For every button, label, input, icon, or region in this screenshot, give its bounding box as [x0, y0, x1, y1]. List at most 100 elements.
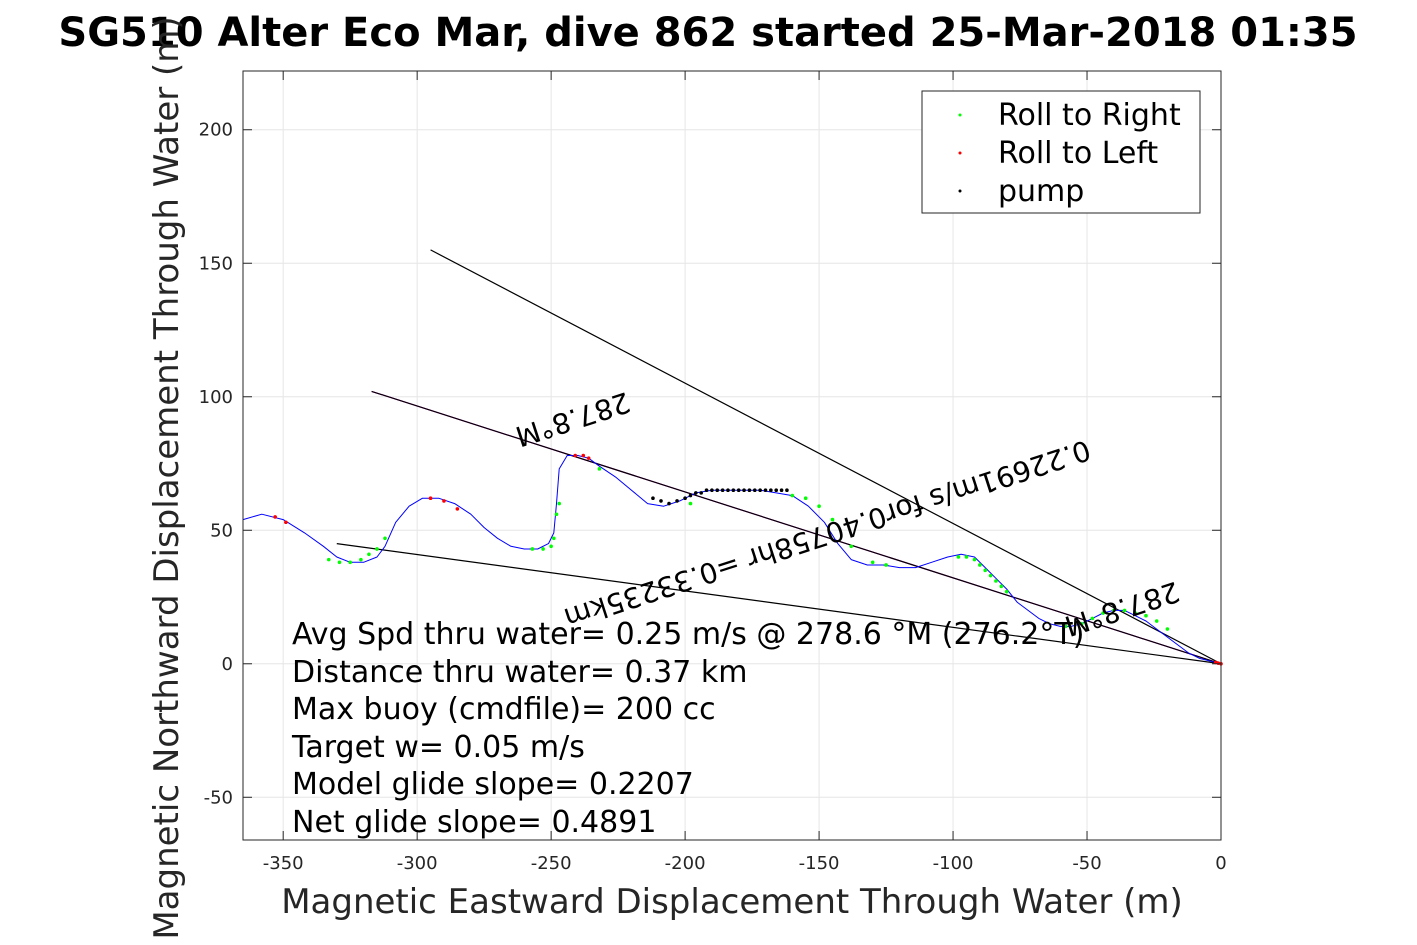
legend-label-roll-left: Roll to Left [998, 136, 1158, 171]
roll-right-point [1004, 589, 1009, 594]
legend-marker-roll-left [958, 151, 962, 155]
pump-point [699, 491, 703, 495]
pump-point [758, 488, 762, 493]
x-tick-label: -100 [933, 853, 974, 874]
x-axis-title: Magnetic Eastward Displacement Through W… [281, 882, 1183, 922]
roll-right-point [557, 501, 561, 506]
roll-right-point [790, 493, 795, 498]
roll-right-point [1165, 627, 1170, 631]
y-tick-label: 200 [199, 120, 233, 141]
x-tick-label: -200 [665, 853, 706, 874]
plot-frame [242, 70, 1222, 841]
pump-point [731, 488, 736, 493]
legend: Roll to Right Roll to Left pump [921, 90, 1201, 214]
roll-right-point [1144, 613, 1148, 618]
stats-annotations: Avg Spd thru water= 0.25 m/s @ 278.6 °M … [291, 617, 1084, 840]
pump-point [747, 488, 752, 493]
axis-ticks: -350 -300 -250 -200 -150 -100 -50 0 -50 0 50 100 150… [199, 71, 1227, 874]
roll-right-point [367, 552, 371, 557]
pump-point [763, 488, 768, 493]
roll-right-point [849, 544, 854, 549]
roll-right-point [803, 496, 808, 501]
roll-right-point [549, 544, 553, 549]
legend-label-pump: pump [998, 174, 1084, 209]
roll-left-point [455, 507, 460, 511]
roll-right-point [552, 536, 556, 541]
reference-line [430, 249, 1222, 665]
roll-left-point [442, 499, 446, 503]
roll-right-point [541, 547, 545, 551]
stat-net-glide-slope: Net glide slope= 0.4891 [292, 805, 656, 840]
roll-left-point [573, 453, 578, 458]
pump-point [659, 499, 663, 503]
pump-point [694, 491, 698, 495]
x-tick-label: -250 [531, 853, 572, 874]
stat-avg-speed: Avg Spd thru water= 0.25 m/s @ 278.6 °M … [292, 617, 1084, 652]
roll-right-point [830, 517, 835, 522]
roll-right-point [972, 557, 977, 562]
pump-point [667, 501, 671, 506]
stat-distance: Distance thru water= 0.37 km [292, 655, 747, 690]
legend-marker-pump [958, 189, 962, 193]
roll-right-point [348, 560, 352, 565]
roll-right-point [870, 560, 875, 565]
pump-point [704, 488, 709, 493]
roll-right-point [964, 555, 969, 559]
roll-right-point [983, 568, 988, 573]
roll-left-point [284, 520, 288, 525]
pump-point [675, 499, 679, 503]
y-tick-label: 150 [199, 253, 233, 274]
pump-point [720, 488, 725, 493]
roll-right-point [326, 557, 331, 562]
y-tick-label: 50 [210, 520, 233, 541]
roll-right-point [994, 579, 998, 583]
roll-right-point [1079, 621, 1084, 626]
roll-right-point [688, 501, 693, 506]
pump-point [715, 488, 720, 493]
reference-line [336, 543, 1222, 665]
roll-right-point [1112, 608, 1116, 613]
chart-title: SG510 Alter Eco Mar, dive 862 started 25… [58, 10, 1357, 56]
reference-lines [336, 249, 1222, 665]
roll-right-point [1063, 624, 1068, 629]
x-tick-label: -150 [799, 853, 840, 874]
pump-point [774, 488, 779, 493]
pump-point [736, 488, 741, 493]
roll-left-point [273, 515, 277, 519]
x-tick-label: -350 [263, 853, 304, 874]
roll-right-point [597, 467, 602, 471]
pump-point [779, 488, 784, 493]
roll-right-point [1133, 611, 1138, 615]
data-points [273, 453, 1223, 666]
roll-right-point [383, 536, 387, 541]
roll-right-point [375, 547, 379, 551]
pump-point [742, 488, 746, 493]
reference-line [371, 390, 1222, 665]
roll-right-point [1090, 616, 1095, 621]
y-tick-label: 100 [199, 387, 233, 408]
roll-right-point [999, 584, 1004, 589]
legend-box [921, 90, 1201, 214]
roll-right-point [1122, 608, 1127, 613]
roll-left-point [586, 456, 591, 460]
x-tick-label: 0 [1215, 853, 1226, 874]
roll-right-point [988, 573, 993, 578]
y-tick-label: -50 [204, 787, 233, 808]
roll-right-point [1101, 611, 1105, 615]
pump-point [688, 493, 693, 498]
roll-right-point [817, 504, 821, 509]
roll-right-point [359, 557, 363, 562]
stat-target-w: Target w= 0.05 m/s [291, 730, 585, 765]
pump-point [710, 488, 714, 493]
legend-marker-roll-right [958, 113, 962, 117]
roll-right-point [978, 563, 982, 567]
stat-model-glide-slope: Model glide slope= 0.2207 [292, 767, 694, 802]
pump-point [683, 496, 687, 501]
roll-left-point [428, 496, 433, 501]
roll-right-point [554, 512, 559, 517]
roll-right-point [337, 560, 342, 565]
y-axis-title: Magnetic Northward Displacement Through … [147, 16, 187, 939]
roll-right-point [1154, 619, 1159, 623]
pump-point [726, 488, 730, 493]
